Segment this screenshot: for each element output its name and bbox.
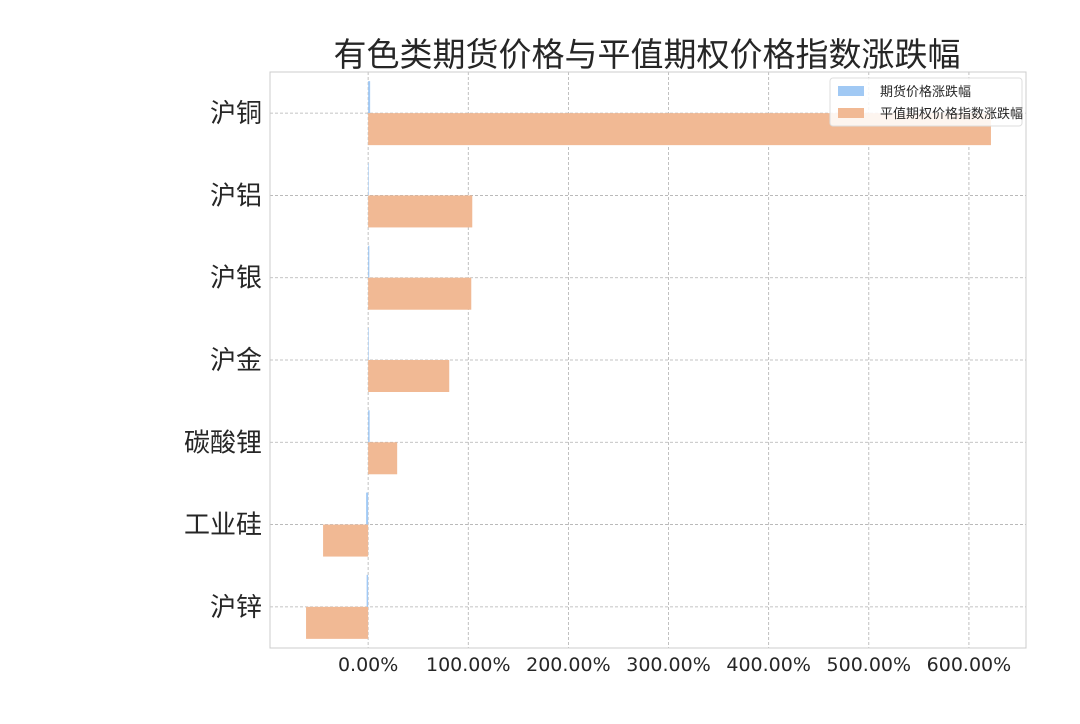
bar-options-6 (323, 524, 369, 557)
bar-options-3 (368, 277, 472, 310)
legend: 期货价格涨跌幅 平值期权价格指数涨跌幅 (829, 77, 1023, 127)
x-tick-label: 400.00% (726, 654, 811, 676)
bar-futures-2 (368, 163, 369, 196)
x-tick-label: 500.00% (827, 654, 912, 676)
x-tick-labels: 0.00% 100.00% 200.00% 300.00% 400.00% 500.00%… (338, 654, 1011, 676)
legend-label-futures: 期货价格涨跌幅 (880, 84, 971, 100)
x-tick-label: 100.00% (426, 654, 511, 676)
y-tick-label: 沪铝 (210, 181, 262, 211)
y-tick-label: 沪锌 (210, 593, 262, 623)
y-tick-label: 沪银 (210, 264, 262, 294)
bar-futures-6 (366, 492, 369, 525)
y-tick-label: 工业硅 (184, 511, 262, 541)
legend-swatch-options (838, 108, 864, 118)
bar-options-2 (368, 195, 473, 228)
legend-swatch-futures (838, 86, 864, 96)
bar-futures-5 (368, 410, 370, 443)
y-tick-label: 碳酸锂 (184, 428, 262, 458)
x-tick-label: 0.00% (338, 654, 398, 676)
plot-frame (269, 71, 1027, 649)
bar-futures-3 (368, 245, 370, 278)
bar-options-4 (368, 360, 450, 392)
x-tick-label: 300.00% (626, 654, 711, 676)
x-tick-label: 200.00% (526, 654, 611, 676)
legend-box (829, 77, 1023, 127)
chart-title: 有色类期货价格与平值期权价格指数涨跌幅 (334, 35, 961, 74)
y-tick-label: 沪金 (210, 346, 262, 376)
x-tick-label: 600.00% (927, 654, 1012, 676)
bar-options-5 (368, 442, 398, 475)
bar-futures-7 (366, 574, 369, 607)
legend-label-options: 平值期权价格指数涨跌幅 (880, 106, 1023, 122)
bar-futures-1 (368, 81, 371, 114)
bar-futures-4 (368, 328, 369, 360)
y-tick-label: 沪铜 (210, 99, 262, 129)
bar-options-7 (306, 606, 369, 639)
bars-layer (306, 81, 991, 639)
